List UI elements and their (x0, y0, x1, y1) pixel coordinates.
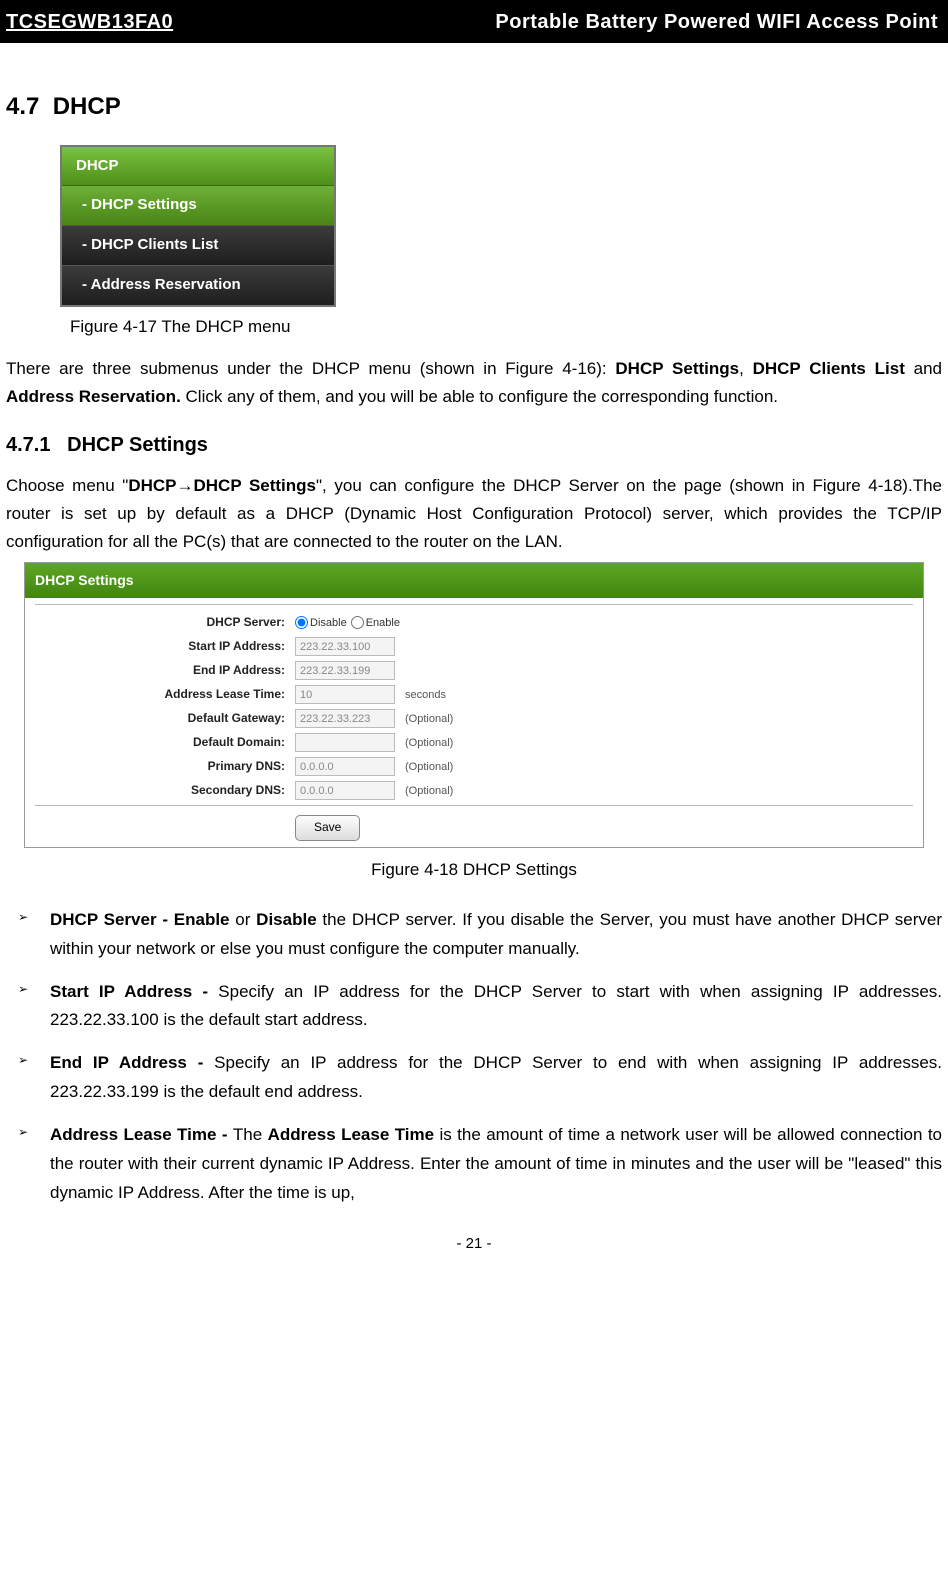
bullet3-bold: End IP Address - (50, 1053, 214, 1072)
intro-sep1: , (739, 359, 752, 378)
bullet-lease-time: Address Lease Time - The Address Lease T… (36, 1121, 942, 1208)
end-ip-row: End IP Address: (115, 659, 913, 683)
dhcp-menu-item-reservation[interactable]: - Address Reservation (62, 265, 334, 305)
bullet2-bold: Start IP Address - (50, 982, 218, 1001)
start-ip-label: Start IP Address: (115, 637, 295, 657)
subsection-number: 4.7.1 (6, 434, 50, 456)
gateway-label: Default Gateway: (115, 709, 295, 729)
gateway-optional: (Optional) (405, 710, 453, 728)
disable-radio-label: Disable (310, 614, 347, 632)
divider (35, 805, 913, 806)
dhcp-server-disable-radio[interactable]: Disable (295, 614, 347, 632)
secondary-dns-label: Secondary DNS: (115, 781, 295, 801)
dhcp-menu-item-settings[interactable]: - DHCP Settings (62, 185, 334, 225)
dhcp-settings-panel-title: DHCP Settings (25, 563, 923, 598)
settings-intro-paragraph: Choose menu "DHCP→DHCP Settings", you ca… (6, 472, 942, 556)
intro-bold-2: DHCP Clients List (753, 359, 905, 378)
end-ip-input[interactable] (295, 661, 395, 680)
save-button[interactable]: Save (295, 815, 360, 841)
section-heading: 4.7 DHCP (6, 87, 942, 127)
primary-dns-label: Primary DNS: (115, 757, 295, 777)
dhcp-server-label: DHCP Server: (115, 613, 295, 633)
figure-4-17-caption: Figure 4-17 The DHCP menu (70, 313, 942, 341)
figure-4-18-caption: Figure 4-18 DHCP Settings (6, 856, 942, 884)
divider (35, 604, 913, 605)
domain-input[interactable] (295, 733, 395, 752)
start-ip-row: Start IP Address: (115, 635, 913, 659)
subsection-title-text: DHCP Settings (67, 434, 208, 456)
primary-dns-row: Primary DNS: (Optional) (115, 755, 913, 779)
dhcp-menu-header[interactable]: DHCP (62, 147, 334, 186)
secondary-dns-row: Secondary DNS: (Optional) (115, 779, 913, 803)
bullet1-bold2: Disable (256, 910, 316, 929)
gateway-row: Default Gateway: (Optional) (115, 707, 913, 731)
end-ip-label: End IP Address: (115, 661, 295, 681)
lease-time-label: Address Lease Time: (115, 685, 295, 705)
bullet4-bold: Address Lease Time - (50, 1125, 233, 1144)
intro-bold-3: Address Reservation. (6, 387, 181, 406)
intro-text: There are three submenus under the DHCP … (6, 359, 615, 378)
product-name: Portable Battery Powered WIFI Access Poi… (495, 6, 938, 39)
dhcp-menu-item-clients[interactable]: - DHCP Clients List (62, 225, 334, 265)
bullet4-mid: The (233, 1125, 268, 1144)
lease-time-unit: seconds (405, 686, 446, 704)
lease-time-row: Address Lease Time: seconds (115, 683, 913, 707)
bullet1-or: or (235, 910, 256, 929)
start-ip-input[interactable] (295, 637, 395, 656)
intro-post: Click any of them, and you will be able … (181, 387, 778, 406)
settings-intro-pre: Choose menu " (6, 476, 128, 495)
secondary-dns-optional: (Optional) (405, 782, 453, 800)
settings-intro-bold: DHCP→DHCP Settings (128, 476, 316, 495)
feature-list: DHCP Server - Enable or Disable the DHCP… (6, 906, 942, 1208)
dhcp-menu-figure: DHCP - DHCP Settings - DHCP Clients List… (60, 145, 336, 307)
bullet-dhcp-server: DHCP Server - Enable or Disable the DHCP… (36, 906, 942, 964)
intro-mid: and (905, 359, 942, 378)
dhcp-server-row: DHCP Server: Disable Enable (115, 611, 913, 635)
section-number: 4.7 (6, 93, 39, 120)
lease-time-input[interactable] (295, 685, 395, 704)
disable-radio-input[interactable] (295, 616, 308, 629)
page-number: - 21 - (6, 1232, 942, 1257)
bullet-start-ip: Start IP Address - Specify an IP address… (36, 978, 942, 1036)
save-row: Save (295, 812, 913, 841)
dhcp-settings-form: DHCP Server: Disable Enable Start IP Add… (115, 611, 913, 803)
bullet1-bold: DHCP Server - Enable (50, 910, 235, 929)
enable-radio-input[interactable] (351, 616, 364, 629)
bullet4-bold2: Address Lease Time (268, 1125, 434, 1144)
domain-optional: (Optional) (405, 734, 453, 752)
section-title-text: DHCP (53, 93, 121, 120)
intro-paragraph: There are three submenus under the DHCP … (6, 355, 942, 411)
gateway-input[interactable] (295, 709, 395, 728)
document-header: TCSEGWB13FA0 Portable Battery Powered WI… (0, 0, 948, 43)
primary-dns-optional: (Optional) (405, 758, 453, 776)
page-content: 4.7 DHCP DHCP - DHCP Settings - DHCP Cli… (0, 43, 948, 1257)
subsection-heading: 4.7.1 DHCP Settings (6, 429, 942, 462)
domain-row: Default Domain: (Optional) (115, 731, 913, 755)
enable-radio-label: Enable (366, 614, 400, 632)
dhcp-settings-figure: DHCP Settings DHCP Server: Disable Enabl… (24, 562, 924, 848)
secondary-dns-input[interactable] (295, 781, 395, 800)
bullet-end-ip: End IP Address - Specify an IP address f… (36, 1049, 942, 1107)
primary-dns-input[interactable] (295, 757, 395, 776)
intro-bold-1: DHCP Settings (615, 359, 739, 378)
domain-label: Default Domain: (115, 733, 295, 753)
dhcp-server-enable-radio[interactable]: Enable (351, 614, 400, 632)
dhcp-settings-panel-body: DHCP Server: Disable Enable Start IP Add… (25, 598, 923, 847)
model-number: TCSEGWB13FA0 (6, 6, 173, 39)
